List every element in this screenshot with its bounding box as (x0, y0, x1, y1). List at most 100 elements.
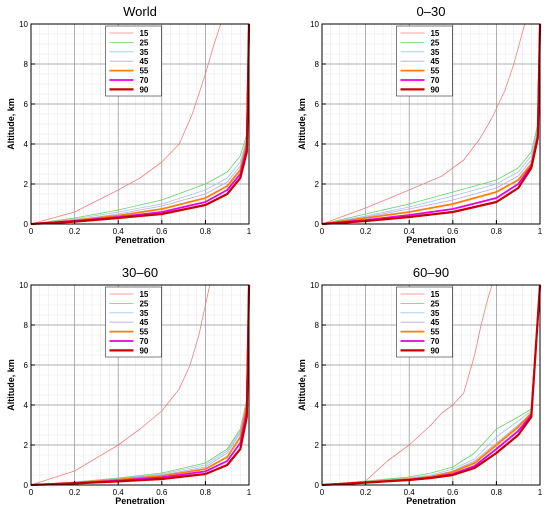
plot-frame (30, 284, 250, 486)
x-tick-label: 1 (247, 227, 252, 236)
series-line-90 (30, 23, 251, 226)
y-tick-label: 0 (24, 481, 29, 490)
x-tick-label: 1 (247, 488, 252, 497)
y-tick-label: 4 (315, 140, 320, 149)
series-line-35 (321, 23, 541, 225)
legend-label-55: 55 (430, 67, 439, 76)
plot-frame (321, 284, 541, 486)
y-tick-label: 8 (24, 60, 29, 69)
x-tick-label: 1 (538, 227, 543, 236)
series-line-90 (321, 23, 542, 226)
legend-label-25: 25 (139, 299, 148, 308)
legend-label-70: 70 (430, 337, 439, 346)
x-tick-label: 0.4 (113, 488, 125, 497)
x-tick-label: 1 (538, 488, 543, 497)
x-tick-label: 0.2 (69, 227, 81, 236)
y-tick-label: 2 (24, 441, 29, 450)
legend-label-90: 90 (430, 346, 439, 355)
y-tick-label: 0 (24, 220, 29, 229)
legend-label-25: 25 (430, 299, 439, 308)
x-tick-label: 0.2 (360, 227, 372, 236)
legend-label-70: 70 (139, 337, 148, 346)
x-tick-label: 0.4 (404, 488, 416, 497)
x-tick-label: 0.8 (200, 488, 212, 497)
x-tick-label: 0 (320, 488, 325, 497)
y-tick-label: 4 (24, 140, 29, 149)
x-tick-label: 0.6 (156, 488, 168, 497)
chart-title: World (123, 4, 157, 19)
x-tick-label: 0 (320, 227, 325, 236)
legend-label-70: 70 (430, 76, 439, 85)
x-tick-label: 0.6 (447, 488, 459, 497)
y-tick-label: 10 (19, 281, 28, 290)
y-axis-label: Altitude, km (6, 98, 16, 150)
y-tick-label: 10 (310, 281, 319, 290)
x-tick-label: 0.2 (360, 488, 372, 497)
legend-label-35: 35 (139, 309, 148, 318)
y-tick-label: 2 (315, 180, 320, 189)
legend-label-25: 25 (139, 38, 148, 47)
x-axis-label: Penetration (115, 235, 165, 245)
y-tick-label: 8 (24, 321, 29, 330)
y-axis-label: Altitude, km (6, 359, 16, 411)
plot-frame (30, 23, 250, 225)
x-tick-label: 0.8 (491, 488, 503, 497)
legend-label-15: 15 (139, 29, 148, 38)
series-line-90 (321, 284, 542, 487)
series-line-15 (30, 23, 222, 225)
y-tick-label: 6 (315, 361, 320, 370)
chart-panel-30-60: 0 0.2 0.4 0.6 0.8 1024681030–60PenetrationAlt… (6, 265, 252, 506)
legend-label-90: 90 (139, 346, 148, 355)
series-line-90 (30, 284, 251, 487)
series-line-25 (30, 23, 250, 225)
y-tick-label: 8 (315, 60, 320, 69)
x-axis-label: Penetration (406, 235, 456, 245)
chart-panel-0-30: 0 0.2 0.4 0.6 0.8 102468100–30PenetrationAlti… (297, 4, 543, 245)
series-line-15 (321, 23, 526, 225)
y-tick-label: 6 (24, 100, 29, 109)
legend-label-55: 55 (139, 328, 148, 337)
legend-label-25: 25 (430, 38, 439, 47)
y-tick-label: 0 (315, 220, 320, 229)
chart-title: 60–90 (413, 265, 449, 280)
legend-label-45: 45 (139, 57, 148, 66)
x-tick-label: 0.4 (404, 227, 416, 236)
x-tick-label: 0.2 (69, 488, 81, 497)
legend-label-70: 70 (139, 76, 148, 85)
legend-label-90: 90 (139, 85, 148, 94)
series-line-25 (321, 284, 541, 486)
legend-label-35: 35 (139, 48, 148, 57)
y-tick-label: 2 (24, 180, 29, 189)
x-tick-label: 0.8 (200, 227, 212, 236)
legend-label-45: 45 (430, 57, 439, 66)
chart-panel-world: 0 0.2 0.4 0.6 0.8 10246810WorldPenetrationAlt… (6, 4, 252, 245)
legend-label-15: 15 (430, 290, 439, 299)
y-axis-label: Altitude, km (297, 98, 307, 150)
y-axis-label: Altitude, km (297, 359, 307, 411)
y-tick-label: 4 (315, 401, 320, 410)
chart-title: 0–30 (417, 4, 446, 19)
x-tick-label: 0.8 (491, 227, 503, 236)
plot-frame (321, 23, 541, 225)
series-line-15 (30, 284, 211, 486)
x-tick-label: 0.4 (113, 227, 125, 236)
legend-label-45: 45 (430, 318, 439, 327)
legend-label-90: 90 (430, 85, 439, 94)
chart-panel-60-90: 0 0.2 0.4 0.6 0.8 1024681060–90PenetrationAlt… (297, 265, 543, 506)
legend-label-15: 15 (139, 290, 148, 299)
legend-label-15: 15 (430, 29, 439, 38)
x-tick-label: 0.6 (156, 227, 168, 236)
series-line-15 (321, 284, 493, 486)
y-tick-label: 10 (310, 20, 319, 29)
x-tick-label: 0 (29, 227, 34, 236)
x-axis-label: Penetration (406, 496, 456, 506)
series-line-25 (321, 23, 541, 225)
series-line-35 (30, 23, 250, 225)
x-tick-label: 0 (29, 488, 34, 497)
y-tick-label: 2 (315, 441, 320, 450)
x-axis-label: Penetration (115, 496, 165, 506)
